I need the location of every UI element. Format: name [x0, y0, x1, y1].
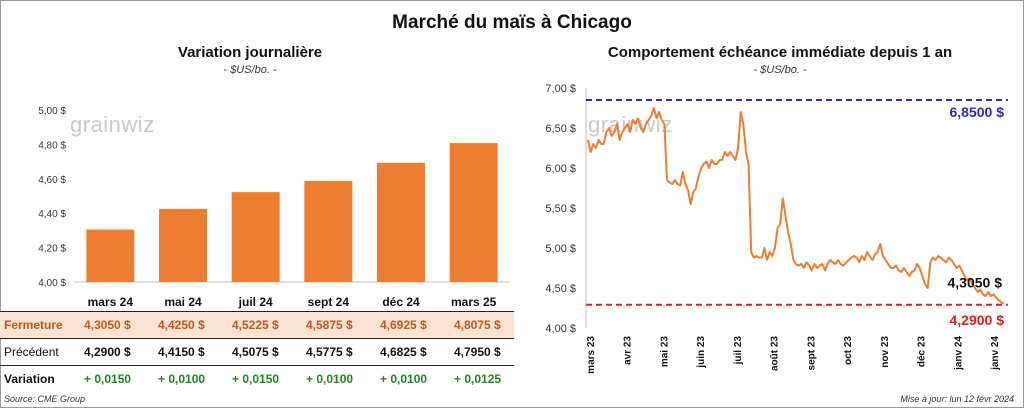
cell: + 0,0150: [70, 365, 144, 392]
y-tick-label: 4,40 $: [38, 209, 66, 220]
cell: + 0,0100: [366, 365, 440, 392]
cell: + 0,0100: [144, 365, 218, 392]
left-chart-title: Variation journalière: [177, 44, 323, 61]
row-label: Fermeture: [0, 311, 70, 339]
bar: [159, 208, 207, 282]
x-tick-label: mars 25: [451, 295, 497, 309]
row-variation: Variation + 0,0150 + 0,0100 + 0,0150 + 0…: [0, 365, 514, 392]
cell: + 0,0125: [440, 365, 514, 392]
x-tick-label: sept 23: [806, 336, 817, 371]
y-tick-label: 5,00 $: [38, 106, 66, 117]
row-fermeture: Fermeture 4,3050 $ 4,4250 $ 4,5225 $ 4,5…: [0, 311, 514, 339]
max-value-label: 6,8500 $: [950, 104, 1005, 120]
bar: [231, 192, 280, 282]
x-tick-label: nov 23: [880, 336, 891, 368]
cell: 4,8075 $: [440, 311, 514, 339]
left-chart-subtitle: - $US/bo. -: [223, 64, 277, 76]
cell: 4,2900 $: [84, 345, 131, 359]
futures-table: Fermeture 4,3050 $ 4,4250 $ 4,5225 $ 4,5…: [0, 311, 514, 392]
update-note: Mise à jour: lun 12 févr 2024: [900, 394, 1014, 404]
y-tick-label: 5,50 $: [545, 203, 576, 215]
x-tick-label: mars 24: [88, 295, 134, 309]
price-line: [587, 107, 1005, 305]
x-tick-label: déc 24: [382, 295, 420, 309]
source-note: Source: CME Group: [4, 394, 86, 404]
x-tick-label: déc 23: [917, 336, 928, 368]
x-tick-label: avr 23: [623, 336, 634, 365]
row-precedent: Précédent 4,2900 $ 4,4150 $ 4,5075 $ 4,5…: [0, 339, 514, 366]
x-tick-label: janv 24: [990, 336, 1001, 371]
x-tick-label: mars 23: [586, 336, 597, 374]
x-tick-label: juil 23: [733, 336, 744, 366]
cell: 4,6825 $: [380, 345, 427, 359]
cell: 4,5225 $: [218, 311, 292, 339]
y-tick-label: 6,50 $: [545, 123, 576, 135]
x-tick-label: juil 24: [238, 295, 273, 309]
y-tick-label: 4,50 $: [545, 283, 576, 295]
cell: 4,5875 $: [292, 311, 366, 339]
y-tick-label: 4,20 $: [38, 244, 66, 255]
right-chart-title: Comportement échéance immédiate depuis 1…: [607, 44, 953, 61]
x-tick-label: janv 24: [953, 336, 964, 371]
x-tick-label: sept 24: [308, 295, 350, 309]
bar: [377, 162, 425, 282]
last-value-label: 4,3050 $: [948, 275, 1003, 291]
left-watermark: grainwiz: [70, 112, 155, 137]
row-label: Variation: [0, 365, 70, 392]
cell: 4,4150 $: [158, 345, 205, 359]
x-tick-label: mai 24: [164, 295, 202, 309]
cell: 4,5775 $: [306, 345, 353, 359]
y-tick-label: 4,00 $: [545, 323, 576, 335]
bar: [449, 143, 498, 282]
page-title: Marché du maïs à Chicago: [392, 12, 632, 33]
x-tick-label: août 23: [770, 336, 781, 371]
row-label: Précédent: [4, 345, 59, 359]
line-chart: 4,00 $ 4,50 $ 5,00 $ 5,50 $ 6,00 $ 6,50 $ 7,00…: [545, 83, 1008, 374]
x-tick-label: juin 23: [696, 336, 707, 369]
min-value-label: 4,2900 $: [950, 312, 1005, 328]
cell: 4,6925 $: [366, 311, 440, 339]
y-tick-label: 4,00 $: [38, 278, 66, 289]
bar-chart: 4,00 $ 4,20 $ 4,40 $ 4,60 $ 4,80 $ 5,00 $ mars…: [38, 106, 510, 309]
bar: [304, 180, 353, 282]
bar: [86, 229, 135, 282]
y-tick-label: 4,80 $: [38, 140, 66, 151]
cell: 4,4250 $: [144, 311, 218, 339]
y-tick-label: 5,00 $: [545, 243, 576, 255]
x-tick-label: mai 23: [659, 336, 670, 368]
right-chart-subtitle: - $US/bo. -: [753, 64, 807, 76]
cell: + 0,0100: [292, 365, 366, 392]
y-tick-label: 6,00 $: [545, 163, 576, 175]
cell: 4,5075 $: [232, 345, 279, 359]
cell: 4,3050 $: [70, 311, 144, 339]
x-tick-label: oct 23: [843, 336, 854, 365]
y-tick-label: 7,00 $: [545, 83, 576, 95]
cell: 4,7950 $: [454, 345, 501, 359]
y-tick-label: 4,60 $: [38, 175, 66, 186]
cell: + 0,0150: [218, 365, 292, 392]
